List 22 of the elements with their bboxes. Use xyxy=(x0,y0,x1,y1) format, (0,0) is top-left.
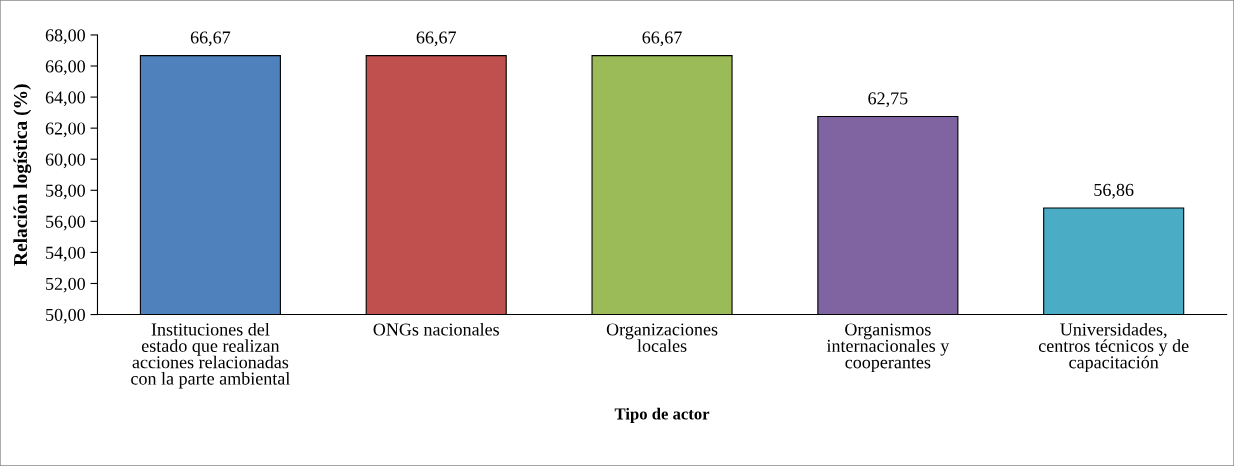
data-label: 56,86 xyxy=(1094,183,1134,199)
y-tick-label: 54,00 xyxy=(46,246,85,262)
y-tick-label: 62,00 xyxy=(45,122,85,138)
x-axis-title: Tipo de actor xyxy=(614,407,710,423)
y-tick-label: 66,00 xyxy=(45,60,85,76)
y-tick-label: 68,00 xyxy=(45,29,85,44)
y-tick-label: 58,00 xyxy=(46,184,85,200)
data-label: 66,67 xyxy=(642,31,682,47)
y-axis-title: Relación logística (%) xyxy=(13,84,32,266)
data-label: 62,75 xyxy=(868,92,908,108)
x-tick-label: Organismos internacionales y cooperantes xyxy=(826,323,950,373)
x-tick-label: ONGs nacionales xyxy=(373,322,499,336)
data-label: 66,67 xyxy=(190,31,231,47)
x-tick-label: Instituciones del estado que realizan acciones relacionadas con la parte ambiental xyxy=(131,322,290,389)
x-tick-label: Organizaciones locales xyxy=(606,323,718,352)
y-tick-label: 64,00 xyxy=(45,91,85,107)
x-tick-label: Universidades, centros técnicos y de capacitación xyxy=(1038,322,1189,373)
y-tick-label: 56,00 xyxy=(46,215,85,231)
y-tick-label: 50,00 xyxy=(46,308,85,324)
y-tick-label: 52,00 xyxy=(46,277,85,293)
data-label: 66,67 xyxy=(416,31,457,47)
y-tick-label: 60,00 xyxy=(45,153,85,169)
